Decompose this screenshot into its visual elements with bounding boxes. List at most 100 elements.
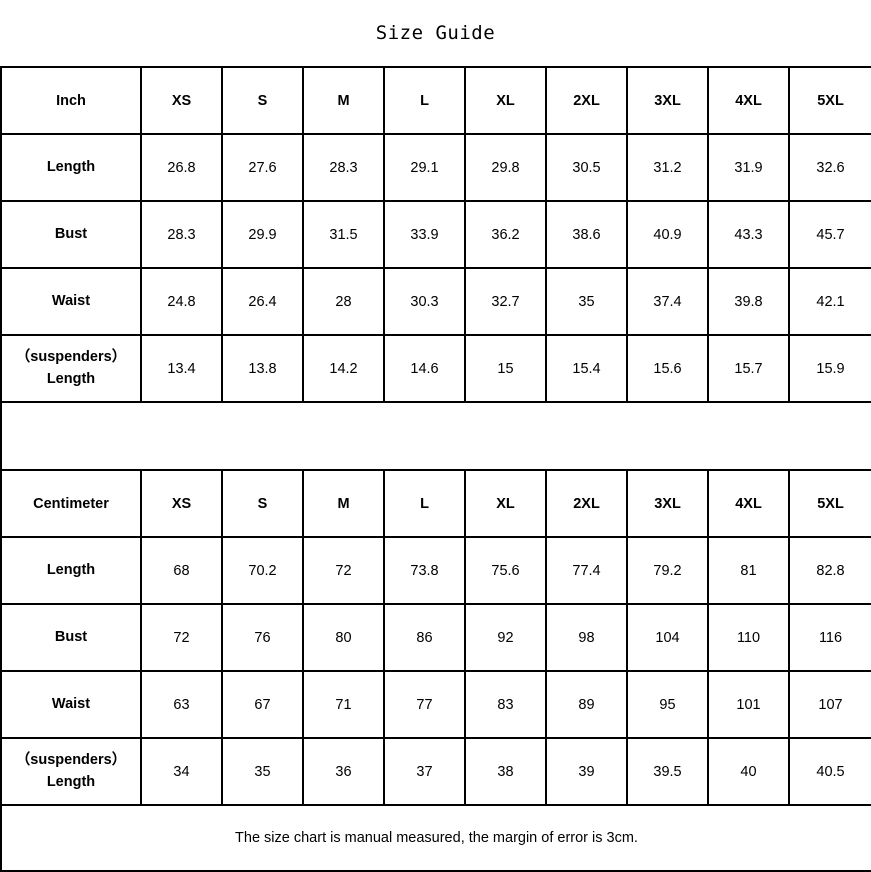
column-header-3xl: 3XL: [626, 66, 709, 135]
size-guide-page: Size Guide Inch XS S M L XL 2XL 3XL 4XL …: [0, 22, 871, 872]
cell-inch-bust-4xl: 43.3: [707, 200, 790, 269]
cell-cm-length-l: 73.8: [383, 536, 466, 605]
cell-cm-bust-3xl: 104: [626, 603, 709, 672]
cell-inch-suspenders-m: 14.2: [302, 334, 385, 403]
cell-inch-waist-xs: 24.8: [140, 267, 223, 336]
cell-inch-suspenders-3xl: 15.6: [626, 334, 709, 403]
column-header-4xl: 4XL: [707, 66, 790, 135]
cell-inch-bust-2xl: 38.6: [545, 200, 628, 269]
column-header-cm-3xl: 3XL: [626, 469, 709, 538]
footer-note: The size chart is manual measured, the m…: [0, 804, 871, 872]
cell-inch-waist-3xl: 37.4: [626, 267, 709, 336]
row-label-inch-waist: Waist: [0, 267, 142, 336]
cell-cm-waist-l: 77: [383, 670, 466, 739]
cell-cm-length-3xl: 79.2: [626, 536, 709, 605]
cell-cm-suspenders-2xl: 39: [545, 737, 628, 806]
cell-inch-waist-4xl: 39.8: [707, 267, 790, 336]
cell-cm-suspenders-l: 37: [383, 737, 466, 806]
cell-inch-length-l: 29.1: [383, 133, 466, 202]
cell-cm-length-5xl: 82.8: [788, 536, 871, 605]
column-header-cm-m: M: [302, 469, 385, 538]
cell-cm-suspenders-4xl: 40: [707, 737, 790, 806]
row-label-inch-bust: Bust: [0, 200, 142, 269]
cell-cm-length-m: 72: [302, 536, 385, 605]
page-title: Size Guide: [375, 22, 496, 44]
suspenders-label-line1: （suspenders）: [15, 349, 127, 366]
column-header-cm-2xl: 2XL: [545, 469, 628, 538]
cell-cm-bust-xl: 92: [464, 603, 547, 672]
table-row: Waist 63 67 71 77 83 89 95 101 107: [0, 670, 871, 739]
table-row: Bust 28.3 29.9 31.5 33.9 36.2 38.6 40.9 …: [0, 200, 871, 269]
cell-cm-suspenders-xl: 38: [464, 737, 547, 806]
cell-cm-bust-xs: 72: [140, 603, 223, 672]
table-row: （suspenders） Length 13.4 13.8 14.2 14.6 …: [0, 334, 871, 403]
column-header-cm-xl: XL: [464, 469, 547, 538]
column-header-xl: XL: [464, 66, 547, 135]
column-header-m: M: [302, 66, 385, 135]
cell-inch-bust-s: 29.9: [221, 200, 304, 269]
cell-inch-waist-xl: 32.7: [464, 267, 547, 336]
table-row: Length 26.8 27.6 28.3 29.1 29.8 30.5 31.…: [0, 133, 871, 202]
table-row: Bust 72 76 80 86 92 98 104 110 116: [0, 603, 871, 672]
cell-inch-length-2xl: 30.5: [545, 133, 628, 202]
row-label-cm-waist: Waist: [0, 670, 142, 739]
table-row: Length 68 70.2 72 73.8 75.6 77.4 79.2 81…: [0, 536, 871, 605]
row-label-inch-length: Length: [0, 133, 142, 202]
cell-cm-waist-xl: 83: [464, 670, 547, 739]
cell-cm-waist-4xl: 101: [707, 670, 790, 739]
centimeter-header-row: Centimeter XS S M L XL 2XL 3XL 4XL 5XL: [0, 469, 871, 538]
cell-inch-suspenders-4xl: 15.7: [707, 334, 790, 403]
cell-inch-waist-2xl: 35: [545, 267, 628, 336]
cell-inch-waist-5xl: 42.1: [788, 267, 871, 336]
cell-inch-waist-l: 30.3: [383, 267, 466, 336]
cell-cm-waist-s: 67: [221, 670, 304, 739]
cell-inch-suspenders-xs: 13.4: [140, 334, 223, 403]
cell-inch-bust-l: 33.9: [383, 200, 466, 269]
cell-inch-waist-m: 28: [302, 267, 385, 336]
size-guide-table: Inch XS S M L XL 2XL 3XL 4XL 5XL Length …: [0, 66, 871, 872]
cell-inch-length-xs: 26.8: [140, 133, 223, 202]
cell-cm-bust-l: 86: [383, 603, 466, 672]
cell-cm-length-s: 70.2: [221, 536, 304, 605]
column-header-cm-5xl: 5XL: [788, 469, 871, 538]
cell-cm-suspenders-s: 35: [221, 737, 304, 806]
cell-inch-waist-s: 26.4: [221, 267, 304, 336]
cell-inch-length-3xl: 31.2: [626, 133, 709, 202]
cell-cm-suspenders-xs: 34: [140, 737, 223, 806]
cell-cm-suspenders-5xl: 40.5: [788, 737, 871, 806]
cell-cm-bust-2xl: 98: [545, 603, 628, 672]
inch-unit-header: Inch: [0, 66, 142, 135]
inch-header-row: Inch XS S M L XL 2XL 3XL 4XL 5XL: [0, 66, 871, 135]
cell-inch-length-4xl: 31.9: [707, 133, 790, 202]
cell-inch-suspenders-2xl: 15.4: [545, 334, 628, 403]
cell-cm-suspenders-m: 36: [302, 737, 385, 806]
cell-inch-bust-xl: 36.2: [464, 200, 547, 269]
cell-inch-bust-m: 31.5: [302, 200, 385, 269]
cell-inch-suspenders-l: 14.6: [383, 334, 466, 403]
column-header-s: S: [221, 66, 304, 135]
cell-cm-waist-m: 71: [302, 670, 385, 739]
cell-inch-length-5xl: 32.6: [788, 133, 871, 202]
table-row: Waist 24.8 26.4 28 30.3 32.7 35 37.4 39.…: [0, 267, 871, 336]
spacer-cell: [0, 401, 871, 471]
cell-cm-length-xl: 75.6: [464, 536, 547, 605]
suspenders-label-line2: Length: [46, 773, 96, 790]
cell-cm-bust-4xl: 110: [707, 603, 790, 672]
cell-inch-length-xl: 29.8: [464, 133, 547, 202]
table-row: （suspenders） Length 34 35 36 37 38 39 39…: [0, 737, 871, 806]
cell-cm-length-xs: 68: [140, 536, 223, 605]
cell-inch-suspenders-5xl: 15.9: [788, 334, 871, 403]
cell-inch-length-m: 28.3: [302, 133, 385, 202]
cell-cm-length-4xl: 81: [707, 536, 790, 605]
cell-cm-length-2xl: 77.4: [545, 536, 628, 605]
row-label-cm-suspenders-length: （suspenders） Length: [0, 737, 142, 806]
column-header-cm-l: L: [383, 469, 466, 538]
centimeter-unit-header: Centimeter: [0, 469, 142, 538]
cell-cm-waist-xs: 63: [140, 670, 223, 739]
column-header-cm-s: S: [221, 469, 304, 538]
cell-cm-waist-3xl: 95: [626, 670, 709, 739]
column-header-cm-xs: XS: [140, 469, 223, 538]
cell-inch-bust-xs: 28.3: [140, 200, 223, 269]
cell-cm-waist-5xl: 107: [788, 670, 871, 739]
table-spacer-row: [0, 401, 871, 471]
